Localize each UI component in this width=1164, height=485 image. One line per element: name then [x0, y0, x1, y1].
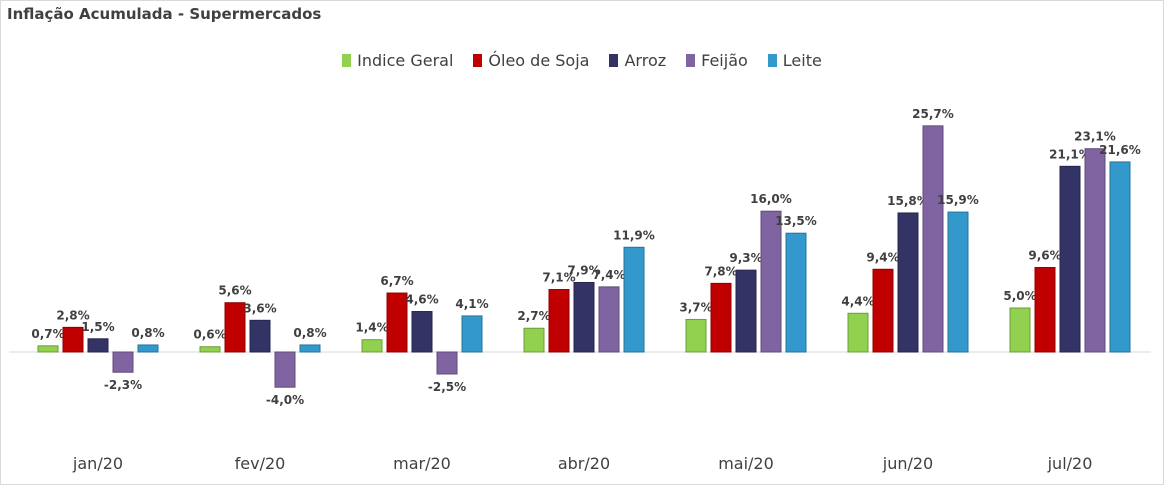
- bar-0-1: [199, 346, 221, 353]
- legend-label: Leite: [782, 50, 822, 70]
- data-label: 11,9%: [613, 228, 655, 242]
- bar-0-6: [1009, 307, 1031, 353]
- bar-1-2: [386, 292, 408, 353]
- legend-label: Arroz: [624, 50, 667, 70]
- legend-item-feijao: Feijão: [686, 51, 748, 70]
- bar-3-1: [274, 351, 296, 388]
- bar-0-4: [685, 318, 707, 353]
- bar-1-3: [548, 289, 570, 353]
- data-label: 6,7%: [380, 274, 413, 288]
- category-label: mar/20: [393, 454, 451, 473]
- bar-2-2: [411, 311, 433, 353]
- bar-3-3: [598, 286, 620, 353]
- bar-2-4: [735, 269, 757, 353]
- data-label: 0,8%: [131, 326, 164, 340]
- data-label: 2,7%: [517, 309, 550, 323]
- bar-4-3: [623, 246, 645, 353]
- data-label: 9,4%: [866, 250, 899, 264]
- data-label: -2,5%: [428, 380, 466, 394]
- data-label: -4,0%: [266, 393, 304, 407]
- bar-2-5: [897, 212, 919, 353]
- data-label: 15,8%: [887, 194, 929, 208]
- bar-1-4: [710, 282, 732, 353]
- data-label: 13,5%: [775, 214, 817, 228]
- bar-3-5: [922, 125, 944, 353]
- legend-item-indice-geral: Indice Geral: [342, 51, 453, 70]
- legend-label: Óleo de Soja: [488, 50, 590, 70]
- data-label: 9,6%: [1028, 249, 1061, 263]
- data-label: 0,8%: [293, 326, 326, 340]
- data-label: 0,7%: [31, 327, 64, 341]
- data-label: 1,4%: [355, 321, 388, 335]
- legend-item-leite: Leite: [767, 50, 822, 70]
- bar-1-5: [872, 268, 894, 353]
- bar-2-1: [249, 319, 271, 353]
- legend-label: Feijão: [701, 50, 748, 70]
- data-label: -2,3%: [104, 378, 142, 392]
- legend-swatch: [767, 53, 777, 67]
- bar-4-5: [947, 211, 969, 353]
- data-label: 5,0%: [1003, 289, 1036, 303]
- bar-2-0: [87, 338, 109, 353]
- bar-1-1: [224, 302, 246, 353]
- category-label: abr/20: [558, 454, 610, 473]
- chart-legend: Indice Geral Óleo de Soja Arroz Feijão L…: [1, 49, 1163, 71]
- data-label: 4,1%: [455, 297, 488, 311]
- data-label: 9,3%: [729, 251, 762, 265]
- data-label: 7,9%: [567, 263, 600, 277]
- bar-0-0: [37, 345, 59, 353]
- bar-0-5: [847, 312, 869, 353]
- category-label: jan/20: [72, 454, 123, 473]
- category-label: jun/20: [882, 454, 933, 473]
- legend-swatch: [609, 53, 619, 67]
- bar-4-6: [1109, 161, 1131, 353]
- bar-1-6: [1034, 267, 1056, 353]
- bar-3-0: [112, 351, 134, 373]
- bar-4-1: [299, 344, 321, 353]
- category-label: mai/20: [718, 454, 774, 473]
- data-label: 0,6%: [193, 328, 226, 342]
- bar-4-2: [461, 315, 483, 353]
- legend-swatch: [473, 53, 483, 67]
- bar-4-4: [785, 232, 807, 353]
- bar-3-6: [1084, 148, 1106, 353]
- legend-label: Indice Geral: [357, 50, 454, 70]
- data-label: 7,8%: [704, 264, 737, 278]
- category-label: jul/20: [1047, 454, 1093, 473]
- data-label: 21,6%: [1099, 143, 1141, 157]
- legend-swatch: [686, 53, 696, 67]
- data-label: 4,6%: [405, 293, 438, 307]
- data-label: 3,7%: [679, 300, 712, 314]
- data-label: 2,8%: [56, 308, 89, 322]
- bar-4-0: [137, 344, 159, 353]
- data-label: 21,1%: [1049, 147, 1091, 161]
- data-label: 16,0%: [750, 192, 792, 206]
- data-label: 15,9%: [937, 193, 979, 207]
- data-label: 23,1%: [1074, 130, 1116, 144]
- legend-swatch: [342, 53, 352, 67]
- data-label: 5,6%: [218, 284, 251, 298]
- data-label: 7,4%: [592, 268, 625, 282]
- bar-1-0: [62, 326, 84, 353]
- data-label: 25,7%: [912, 107, 954, 121]
- chart-title: Inflação Acumulada - Supermercados: [7, 5, 322, 23]
- legend-item-oleo-de-soja: Óleo de Soja: [473, 51, 589, 70]
- bar-2-3: [573, 281, 595, 353]
- bar-0-3: [523, 327, 545, 353]
- category-label: fev/20: [235, 454, 286, 473]
- bar-0-2: [361, 339, 383, 353]
- data-label: 3,6%: [243, 301, 276, 315]
- legend-item-arroz: Arroz: [609, 51, 666, 70]
- data-label: 4,4%: [841, 294, 874, 308]
- data-label: 7,1%: [542, 271, 575, 285]
- bar-3-4: [760, 210, 782, 353]
- bar-3-2: [436, 351, 458, 375]
- data-label: 1,5%: [81, 320, 114, 334]
- bar-2-6: [1059, 165, 1081, 353]
